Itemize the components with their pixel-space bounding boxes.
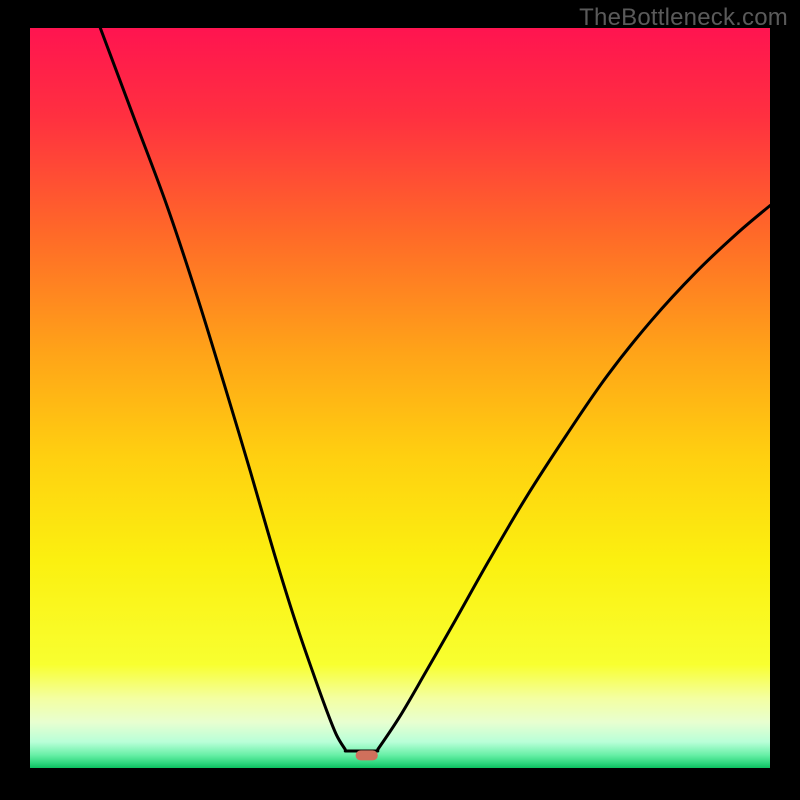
- watermark-text: TheBottleneck.com: [579, 4, 788, 32]
- outer-frame: TheBottleneck.com: [0, 0, 800, 800]
- plot-svg: [30, 28, 770, 768]
- valley-marker: [356, 750, 378, 760]
- plot-area: [30, 28, 770, 768]
